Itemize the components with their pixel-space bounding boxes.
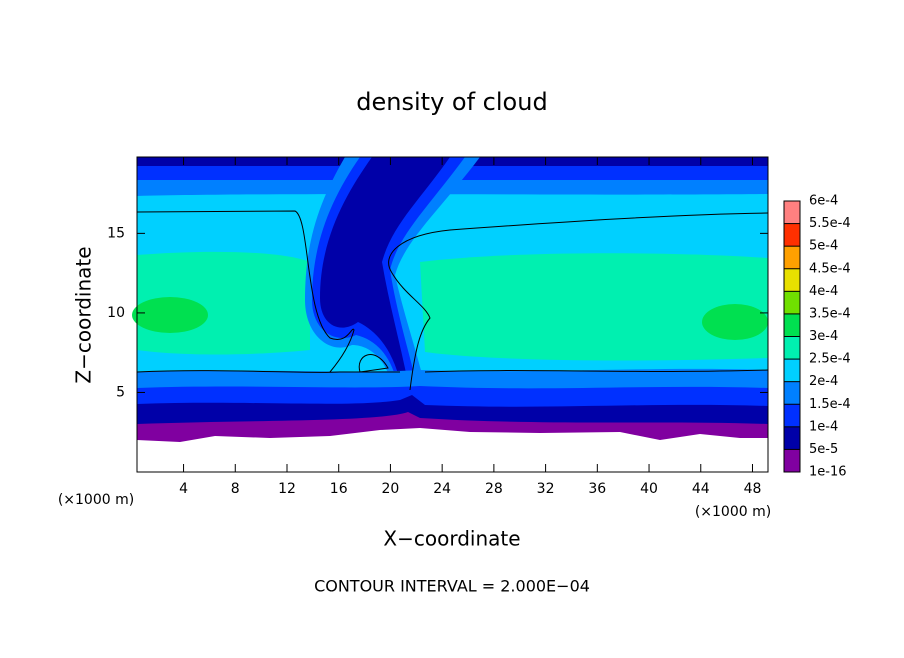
y-tick-label: 5 [116, 384, 125, 400]
y-tick-label: 15 [107, 225, 125, 241]
x-tick-label: 8 [231, 481, 240, 497]
colorbar-label: 5e-5 [809, 442, 838, 457]
colorbar-label: 3e-4 [809, 329, 838, 344]
field-region [420, 253, 768, 361]
colorbar-label: 1e-16 [809, 465, 847, 480]
x-tick-label: 20 [382, 481, 400, 497]
colorbar-label: 5.5e-4 [809, 216, 851, 231]
x-axis-label: X−coordinate [383, 527, 520, 551]
x-tick-label: 4 [179, 481, 188, 497]
colorbar-swatch [784, 313, 800, 337]
colorbar-swatch [784, 426, 800, 450]
x-tick-label: 44 [692, 481, 710, 497]
field-region [132, 297, 208, 333]
x-tick-label: 48 [744, 481, 762, 497]
x-tick-label: 40 [640, 481, 658, 497]
field-region [320, 157, 450, 405]
y-unit: (×1000 m) [58, 492, 134, 508]
y-tick-label: 10 [107, 305, 125, 321]
field-region [702, 304, 768, 340]
chart-title: density of cloud [356, 88, 547, 116]
contour-line [136, 210, 769, 391]
x-tick-label: 12 [278, 481, 296, 497]
colorbar-swatch [784, 449, 800, 472]
colorbar-label: 2.5e-4 [809, 352, 851, 367]
colorbar-label: 3.5e-4 [809, 306, 851, 321]
contour-field [132, 157, 769, 472]
plot-frame [136, 156, 769, 473]
colorbar-swatch [784, 246, 800, 269]
colorbar-label: 2e-4 [809, 374, 838, 389]
x-tick-label: 16 [330, 481, 348, 497]
colorbar-swatch [784, 359, 800, 382]
colorbar-swatch [784, 291, 800, 314]
colorbar-swatch [784, 223, 800, 247]
field-empty [137, 428, 768, 472]
x-unit: (×1000 m) [695, 504, 771, 520]
x-tick-label: 24 [433, 481, 451, 497]
colorbar-label: 1e-4 [809, 419, 838, 434]
colorbar-swatch [784, 381, 800, 405]
colorbar-label: 4e-4 [809, 284, 838, 299]
colorbar-label: 4.5e-4 [809, 261, 851, 276]
colorbar-swatch [784, 336, 800, 360]
y-axis-label: Z−coordinate [72, 246, 96, 383]
colorbar-swatch [784, 201, 800, 224]
colorbar-swatch [784, 404, 800, 427]
x-tick-label: 28 [485, 481, 503, 497]
colorbar-label: 1.5e-4 [809, 397, 851, 412]
colorbar-swatch [784, 268, 800, 292]
colorbar-label: 5e-4 [809, 239, 838, 254]
x-tick-label: 36 [588, 481, 606, 497]
colorbar-label: 6e-4 [809, 194, 838, 209]
x-tick-label: 32 [537, 481, 555, 497]
annotation: CONTOUR INTERVAL = 2.000E−04 [314, 577, 590, 596]
